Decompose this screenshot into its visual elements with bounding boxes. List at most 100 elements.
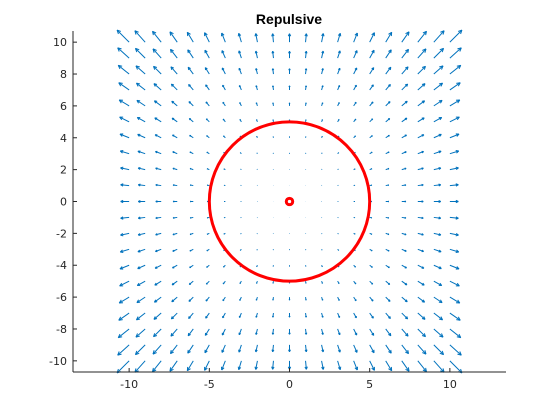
- vector-arrow: [272, 297, 274, 301]
- vector-arrow: [222, 296, 226, 302]
- vector-arrow: [433, 99, 443, 107]
- vector-arrow: [417, 248, 424, 253]
- vector-arrow: [221, 67, 226, 75]
- vector-arrow: [238, 312, 242, 318]
- vector-arrow: [189, 167, 194, 171]
- vector-arrow: [353, 360, 359, 371]
- vector-arrow: [449, 133, 460, 139]
- vector-arrow: [417, 150, 424, 155]
- vector-arrow: [337, 168, 339, 171]
- vector-arrow: [188, 296, 194, 302]
- vector-arrow: [137, 183, 146, 187]
- vector-arrow: [172, 167, 178, 171]
- vector-arrow: [255, 68, 258, 75]
- vector-arrow: [401, 312, 409, 320]
- vector-arrow: [385, 134, 390, 139]
- vector-arrow: [271, 85, 275, 91]
- vector-arrow: [304, 50, 308, 59]
- vector-arrow: [417, 167, 424, 171]
- vector-arrow: [449, 29, 463, 43]
- vector-arrow: [120, 166, 130, 171]
- vector-arrow: [255, 119, 258, 123]
- vector-arrow: [204, 360, 210, 371]
- vector-arrow: [417, 65, 426, 75]
- vector-arrow: [205, 101, 210, 107]
- vector-arrow: [321, 135, 323, 138]
- vector-arrow: [135, 328, 146, 338]
- y-tick-label: -4: [56, 259, 67, 272]
- vector-arrow: [172, 264, 178, 269]
- vector-arrow: [305, 297, 307, 301]
- vector-arrow: [134, 344, 146, 356]
- vector-arrow: [449, 264, 460, 270]
- vector-arrow: [433, 280, 443, 287]
- vector-arrow: [255, 312, 258, 318]
- vector-arrow: [433, 248, 442, 253]
- vector-arrow: [254, 360, 258, 370]
- vector-arrow: [187, 66, 194, 75]
- vector-arrow: [433, 216, 442, 220]
- y-tick-label: 6: [60, 100, 67, 113]
- vector-arrow: [188, 312, 194, 319]
- vector-arrow: [337, 280, 340, 285]
- vector-arrow: [187, 344, 194, 354]
- vector-arrow: [239, 280, 242, 285]
- vector-arrow: [135, 65, 146, 75]
- vector-arrow: [117, 47, 130, 59]
- vector-arrow: [353, 232, 356, 235]
- vector-arrow: [417, 216, 424, 220]
- vector-arrow: [369, 248, 373, 252]
- vector-arrow: [369, 264, 373, 268]
- vector-arrow: [321, 85, 324, 91]
- vector-arrow: [172, 232, 178, 236]
- vector-arrow: [401, 184, 407, 187]
- vector-arrow: [401, 296, 408, 303]
- vector-arrow: [385, 151, 390, 155]
- vector-arrow: [136, 99, 146, 107]
- vector-arrow: [321, 152, 323, 154]
- vector-arrow: [385, 84, 391, 91]
- vector-arrow: [138, 200, 146, 203]
- vector-arrow: [369, 118, 374, 123]
- vector-arrow: [321, 33, 325, 43]
- vector-arrow: [220, 360, 226, 371]
- y-tick-label: 8: [60, 68, 67, 81]
- vector-arrow: [189, 216, 194, 219]
- vector-arrow: [271, 328, 275, 335]
- vector-arrow: [401, 360, 410, 372]
- vector-arrow: [155, 232, 162, 236]
- vector-arrow: [401, 134, 407, 139]
- vector-arrow: [433, 328, 444, 338]
- vector-arrow: [170, 66, 178, 75]
- vector-arrow: [206, 232, 210, 235]
- vector-arrow: [187, 49, 194, 59]
- vector-arrow: [401, 216, 407, 219]
- vector-arrow: [240, 168, 242, 171]
- vector-arrow: [256, 265, 258, 268]
- vector-arrow: [222, 312, 226, 319]
- vector-arrow: [401, 100, 408, 107]
- vector-arrow: [189, 264, 194, 269]
- vector-arrow: [223, 168, 226, 171]
- vector-arrow: [385, 66, 392, 75]
- vector-arrow: [417, 134, 425, 139]
- vector-arrow: [449, 116, 460, 123]
- vector-arrow: [417, 328, 426, 338]
- vector-arrow: [337, 32, 342, 43]
- vector-arrow: [288, 328, 291, 335]
- vector-arrow: [321, 68, 324, 75]
- vector-arrow: [118, 296, 130, 304]
- vector-arrow: [170, 83, 178, 91]
- vector-arrow: [401, 328, 409, 337]
- vector-arrow: [171, 117, 178, 123]
- vector-arrow: [272, 102, 274, 106]
- vector-arrow: [238, 85, 242, 91]
- vector-arrow: [433, 150, 442, 155]
- vector-arrow: [155, 248, 162, 253]
- vector-arrow: [137, 216, 146, 220]
- vector-arrow: [186, 31, 194, 43]
- vector-arrow: [238, 344, 242, 353]
- vector-arrow: [137, 133, 146, 139]
- vector-arrow: [205, 84, 210, 91]
- vector-arrow: [353, 32, 359, 43]
